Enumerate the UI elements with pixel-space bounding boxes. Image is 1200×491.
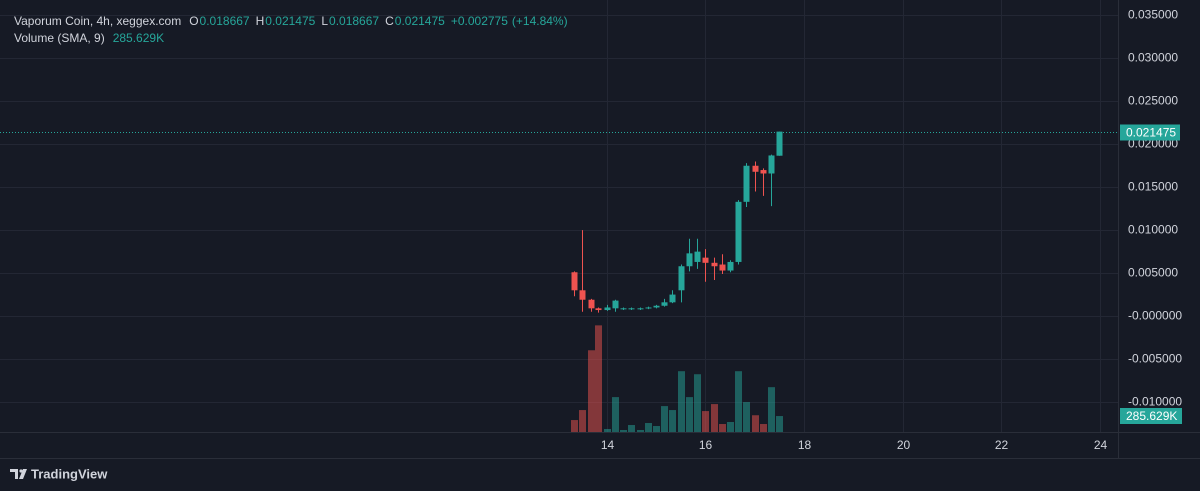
volume-bar <box>702 411 709 432</box>
legend-ohlc-value: 0.021475 <box>265 14 315 28</box>
candle-body <box>743 165 750 202</box>
legend-ohlc-key: L <box>321 14 328 28</box>
candle-body <box>694 251 701 262</box>
y-tick-label: -0.010000 <box>1128 395 1182 409</box>
legend-ohlc-key: C <box>385 14 394 28</box>
candle-body <box>637 308 644 310</box>
volume-bar <box>628 425 635 432</box>
logo-dot <box>19 469 23 473</box>
tradingview-logo: TradingView <box>10 466 108 481</box>
volume-bar <box>719 424 726 432</box>
last-volume-label: 285.629K <box>1126 409 1177 423</box>
legend-ohlc-value: 0.021475 <box>395 14 445 28</box>
logo-text: TradingView <box>31 466 108 481</box>
candle-body <box>711 262 718 267</box>
volume-legend-line: Volume (SMA, 9) 285.629K <box>14 31 164 45</box>
candle-body <box>588 299 595 309</box>
legend-ohlc-key: H <box>256 14 265 28</box>
volume-bar <box>752 415 759 432</box>
volume-bar <box>604 428 611 432</box>
volume-bar <box>595 325 602 432</box>
x-tick-label: 24 <box>1094 438 1108 452</box>
volume-bar <box>776 416 783 432</box>
candle-body <box>595 308 602 311</box>
volume-bar <box>686 397 693 432</box>
candle-body <box>661 302 668 306</box>
volume-bar <box>620 429 627 432</box>
volume-bar <box>678 371 685 432</box>
axis-labels: -0.010000 -0.005000 -0.000000 0.005000 0.010… <box>601 8 1183 453</box>
y-tick-label: -0.005000 <box>1128 352 1182 366</box>
candle-body <box>752 165 759 172</box>
candle-body <box>579 290 586 300</box>
candle-body <box>719 264 726 271</box>
candle-body <box>653 305 660 308</box>
volume-bar <box>571 420 578 432</box>
legend-ohlc-value: 0.018667 <box>200 14 250 28</box>
volume-legend-value: 285.629K <box>113 31 164 45</box>
volume-bar <box>588 350 595 432</box>
volume-bar <box>743 402 750 432</box>
y-tick-label: 0.035000 <box>1128 8 1178 22</box>
y-tick-label: -0.000000 <box>1128 309 1182 323</box>
candle-body <box>768 155 775 174</box>
volume-pane <box>571 325 783 432</box>
y-tick-label: 0.030000 <box>1128 51 1178 65</box>
volume-bar <box>727 422 734 432</box>
candle-body <box>686 253 693 267</box>
legend-change: +0.002775 <box>451 14 508 28</box>
volume-bar <box>579 410 586 432</box>
x-tick-label: 16 <box>699 438 713 452</box>
y-tick-label: 0.005000 <box>1128 266 1178 280</box>
x-tick-label: 18 <box>798 438 812 452</box>
y-tick-label: 0.025000 <box>1128 94 1178 108</box>
y-tick-label: 0.015000 <box>1128 180 1178 194</box>
candle-body <box>678 266 685 291</box>
legend-line: Vaporum Coin, 4h, xeggex.com O0.018667 H0.… <box>14 14 568 28</box>
x-tick-label: 22 <box>995 438 1009 452</box>
logo-icon <box>10 469 27 479</box>
volume-bar <box>645 423 652 432</box>
legend-ohlc-value: 0.018667 <box>329 14 379 28</box>
candle-body <box>645 307 652 309</box>
volume-bar <box>711 404 718 432</box>
candle-body <box>760 170 767 174</box>
candle-body <box>702 257 709 263</box>
candle-body <box>620 308 627 310</box>
last-volume-badge <box>1120 408 1182 424</box>
grid <box>0 0 1118 432</box>
candle-body <box>604 307 611 311</box>
volume-bar <box>694 374 701 432</box>
x-tick-label: 14 <box>601 438 615 452</box>
legend-symbol: Vaporum Coin, 4h, xeggex.com <box>14 14 181 28</box>
y-tick-label: 0.010000 <box>1128 223 1178 237</box>
candles <box>0 131 1118 313</box>
candle-body <box>669 294 676 303</box>
volume-legend-name: Volume (SMA, 9) <box>14 31 105 45</box>
candle-body <box>776 131 783 156</box>
volume-bar <box>637 429 644 432</box>
last-price-label: 0.021475 <box>1126 126 1176 140</box>
volume-bar <box>661 406 668 432</box>
legend-ohlc-key: O <box>189 14 198 28</box>
legend-change-pct: (+14.84%) <box>512 14 568 28</box>
candle-body <box>612 300 619 309</box>
volume-bar <box>760 424 767 432</box>
volume-bar <box>735 371 742 432</box>
last-price-badge <box>1120 124 1180 141</box>
candle-body <box>571 272 578 291</box>
volume-bar <box>653 426 660 432</box>
volume-bar <box>612 397 619 432</box>
volume-bar <box>669 410 676 432</box>
volume-bar <box>768 387 775 432</box>
candle-body <box>735 201 742 262</box>
candle-body <box>628 308 635 310</box>
candle-body <box>727 261 734 271</box>
x-tick-label: 20 <box>897 438 911 452</box>
